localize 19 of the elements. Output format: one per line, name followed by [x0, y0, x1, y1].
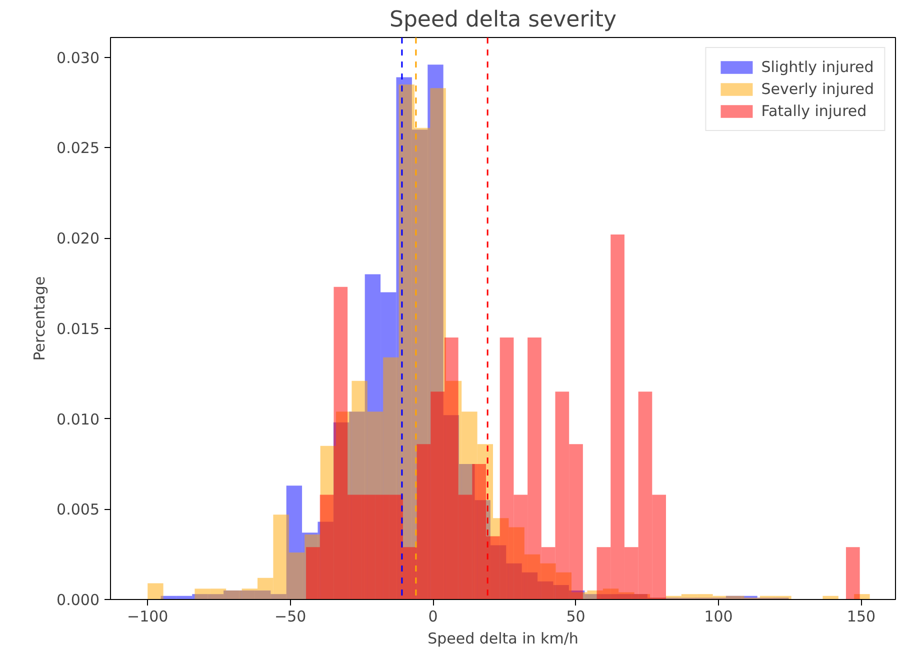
- chart-title: Speed delta severity: [389, 8, 617, 32]
- x-tick-label: 150: [846, 608, 876, 626]
- y-tick-label: 0.015: [56, 320, 100, 338]
- legend-label: Fatally injured: [761, 102, 867, 120]
- y-tick-label: 0.010: [56, 410, 100, 428]
- x-tick-label: 0: [428, 608, 438, 626]
- x-tick-label: −50: [274, 608, 306, 626]
- legend-label: Slightly injured: [761, 58, 874, 76]
- y-axis-title: Percentage: [30, 276, 49, 361]
- x-tick-label: 100: [704, 608, 733, 626]
- x-tick-label: 50: [566, 608, 586, 626]
- y-tick-label: 0.020: [56, 230, 100, 248]
- y-tick-label: 0.000: [56, 591, 100, 609]
- x-tick-label: −100: [127, 608, 168, 626]
- y-tick-label: 0.025: [56, 139, 100, 158]
- y-tick-label: 0.030: [56, 48, 100, 67]
- legend-label: Severly injured: [761, 80, 874, 98]
- x-axis-title: Speed delta in km/h: [428, 630, 578, 648]
- y-tick-label: 0.005: [56, 500, 100, 519]
